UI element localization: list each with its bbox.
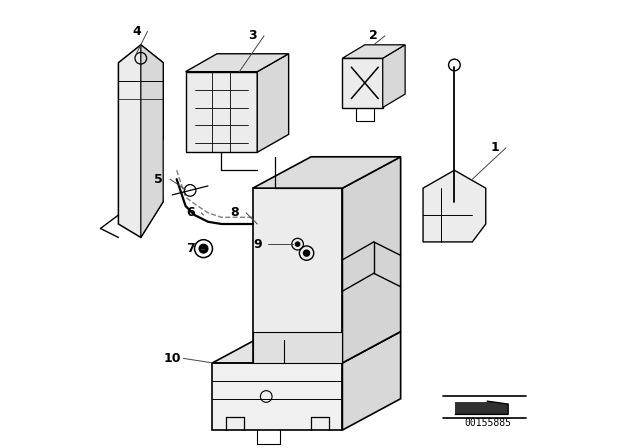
Text: 8: 8 [230, 206, 239, 220]
Circle shape [296, 242, 300, 246]
Text: 2: 2 [369, 29, 378, 43]
Polygon shape [212, 363, 342, 430]
Polygon shape [342, 332, 401, 430]
Text: 6: 6 [186, 206, 195, 220]
Text: 3: 3 [248, 29, 257, 43]
Polygon shape [253, 157, 401, 188]
Text: 1: 1 [490, 141, 499, 155]
Circle shape [303, 250, 310, 256]
Polygon shape [253, 188, 342, 363]
Polygon shape [342, 45, 405, 58]
Text: 5: 5 [154, 172, 163, 186]
Text: 00155885: 00155885 [465, 418, 511, 428]
Polygon shape [141, 45, 163, 237]
Polygon shape [423, 170, 486, 242]
Text: 7: 7 [186, 242, 195, 255]
Text: 10: 10 [163, 352, 181, 365]
Circle shape [199, 244, 208, 253]
Polygon shape [257, 54, 289, 152]
Polygon shape [186, 54, 289, 72]
Polygon shape [212, 332, 401, 363]
Polygon shape [342, 58, 383, 108]
Polygon shape [454, 401, 508, 414]
Polygon shape [186, 72, 257, 152]
Polygon shape [383, 45, 405, 108]
Polygon shape [342, 157, 401, 363]
Text: 9: 9 [253, 237, 262, 251]
Polygon shape [118, 45, 163, 237]
Text: 4: 4 [132, 25, 141, 38]
Polygon shape [253, 332, 342, 363]
